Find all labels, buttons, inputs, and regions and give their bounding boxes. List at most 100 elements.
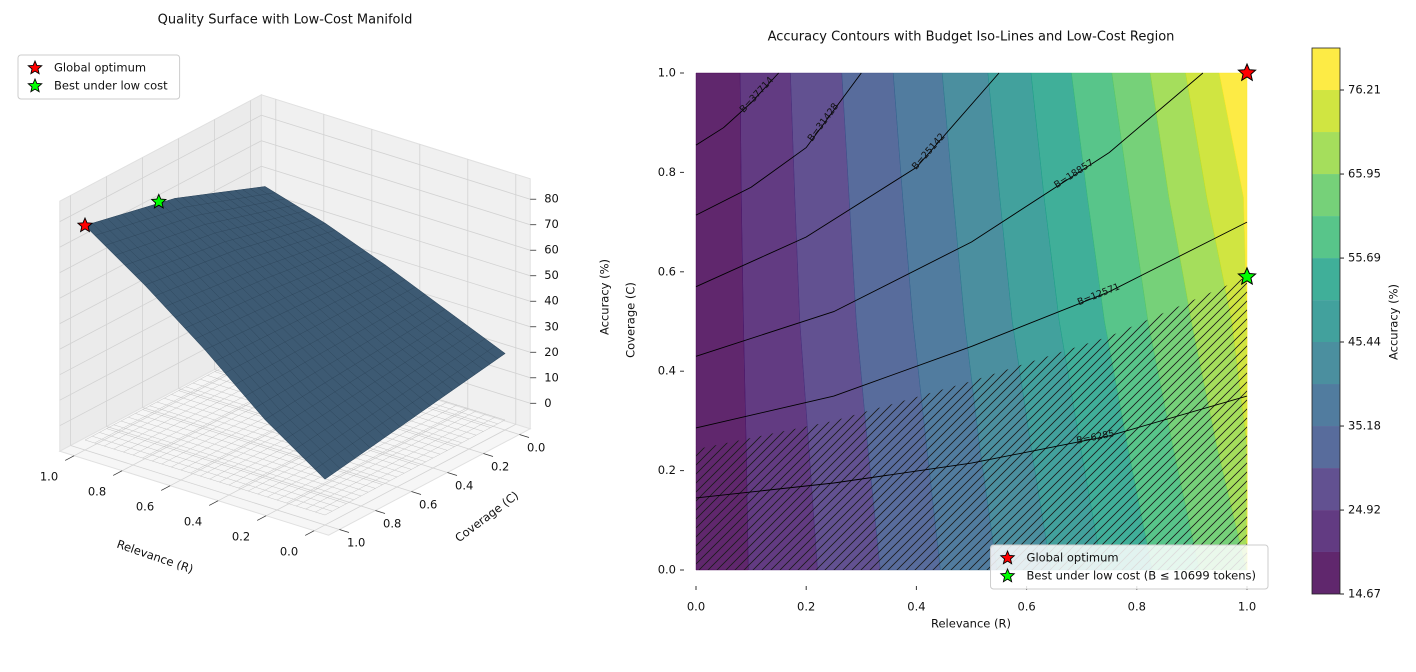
y-tick-label: 1.0 bbox=[347, 535, 365, 549]
z-tick-label: 10 bbox=[544, 370, 559, 384]
y-tick bbox=[447, 472, 458, 476]
colorbar-band bbox=[1312, 300, 1340, 343]
colorbar-tick-label: 24.92 bbox=[1348, 503, 1381, 517]
legend-label: Global optimum bbox=[1027, 551, 1119, 565]
chart-title: Quality Surface with Low-Cost Manifold bbox=[158, 13, 413, 28]
x-tick bbox=[65, 455, 75, 461]
y-tick bbox=[411, 491, 422, 495]
colorbar-band bbox=[1312, 551, 1340, 594]
y-tick-label: 0.4 bbox=[455, 478, 473, 492]
y-tick bbox=[483, 453, 494, 457]
optimum-marker bbox=[76, 216, 94, 233]
x-tick-label: 0.8 bbox=[1128, 600, 1146, 614]
z-tick-label: 20 bbox=[544, 345, 559, 359]
optimum-marker bbox=[150, 193, 168, 209]
surface-mesh bbox=[129, 198, 236, 268]
surface-mesh bbox=[174, 192, 281, 251]
y-tick-label: 0.0 bbox=[658, 563, 676, 577]
x-tick-label: 0.0 bbox=[687, 600, 705, 614]
x-tick-label: 0.6 bbox=[136, 500, 154, 514]
y-axis-label: Coverage (C) bbox=[624, 282, 638, 358]
budget-iso-line bbox=[695, 395, 1248, 499]
x-axis-label: Relevance (R) bbox=[115, 537, 195, 576]
colorbar-tick-label: 14.67 bbox=[1348, 587, 1381, 601]
y-tick-label: 0.8 bbox=[658, 165, 676, 179]
colorbar-tick-label: 76.21 bbox=[1348, 83, 1381, 97]
y-tick-label: 0.2 bbox=[491, 459, 509, 473]
legend: Global optimum Best under low cost (B ≤ 1… bbox=[990, 544, 1269, 590]
colorbar-frame bbox=[1311, 47, 1341, 595]
z-tick-label: 30 bbox=[544, 319, 559, 333]
legend-marker bbox=[27, 59, 43, 75]
y-tick-label: 0.6 bbox=[419, 497, 437, 511]
legend-label: Best under low cost (B ≤ 10699 tokens) bbox=[1027, 569, 1256, 583]
y-axis-label-secondary: Accuracy (%) bbox=[598, 259, 612, 335]
z-tick-label: 80 bbox=[544, 192, 559, 206]
x-tick bbox=[113, 470, 123, 476]
legend-marker bbox=[999, 549, 1016, 565]
surface-mesh bbox=[84, 211, 191, 286]
y-tick-label: 0.2 bbox=[658, 463, 676, 477]
colorbar-band bbox=[1312, 90, 1340, 133]
colorbar-band bbox=[1312, 426, 1340, 469]
colorbar-band bbox=[1312, 174, 1340, 217]
x-tick-label: 0.4 bbox=[907, 600, 925, 614]
x-tick-label: 0.8 bbox=[88, 485, 106, 499]
legend-box bbox=[990, 544, 1269, 590]
y-tick-label: 0.4 bbox=[658, 364, 676, 378]
colorbar-band bbox=[1312, 48, 1340, 91]
colorbar-band bbox=[1312, 384, 1340, 427]
budget-iso-line bbox=[695, 72, 779, 146]
grid-line bbox=[266, 408, 468, 517]
optimum-marker bbox=[1237, 62, 1257, 82]
grid-line bbox=[59, 114, 262, 222]
y-axis-label: Coverage (C) bbox=[452, 488, 521, 545]
grid-line bbox=[261, 114, 531, 200]
grid-line bbox=[314, 423, 516, 532]
colorbar-tick-label: 45.44 bbox=[1348, 335, 1381, 349]
x-tick bbox=[257, 515, 267, 521]
budget-iso-line bbox=[695, 72, 1000, 288]
legend: Global optimum Best under low cost bbox=[17, 54, 181, 100]
y-tick-label: 0.0 bbox=[527, 440, 545, 454]
x-tick-label: 0.6 bbox=[1017, 600, 1035, 614]
z-tick-label: 0 bbox=[544, 396, 551, 410]
z-tick-label: 50 bbox=[544, 268, 559, 282]
chart-title: Accuracy Contours with Budget Iso-Lines … bbox=[768, 30, 1175, 45]
x-tick bbox=[305, 530, 315, 536]
colorbar-band bbox=[1312, 342, 1340, 385]
budget-iso-line bbox=[695, 72, 862, 216]
grid-line bbox=[261, 165, 531, 251]
colorbar-band bbox=[1312, 258, 1340, 301]
optimum-marker bbox=[1237, 266, 1257, 286]
x-tick bbox=[161, 485, 171, 491]
y-tick bbox=[519, 434, 530, 438]
grid-line bbox=[261, 191, 531, 277]
y-tick bbox=[375, 510, 386, 514]
colorbar-band bbox=[1312, 216, 1340, 259]
legend-label: Global optimum bbox=[54, 61, 146, 75]
y-tick-label: 1.0 bbox=[658, 66, 676, 80]
colorbar-band bbox=[1312, 132, 1340, 175]
low-cost-region bbox=[696, 276, 1247, 570]
legend-marker bbox=[27, 77, 43, 93]
budget-iso-line bbox=[695, 221, 1248, 429]
colorbar-tick-label: 35.18 bbox=[1348, 419, 1381, 433]
grid-line bbox=[261, 140, 531, 226]
x-tick bbox=[209, 500, 219, 506]
x-axis-label: Relevance (R) bbox=[931, 617, 1011, 631]
y-tick-label: 0.8 bbox=[383, 516, 401, 530]
x-tick-label: 0.2 bbox=[797, 600, 815, 614]
colorbar-label: Accuracy (%) bbox=[1387, 284, 1401, 360]
z-tick-label: 40 bbox=[544, 294, 559, 308]
x-tick-label: 0.4 bbox=[184, 515, 202, 529]
x-tick-label: 1.0 bbox=[1238, 600, 1256, 614]
x-tick-label: 0.0 bbox=[280, 545, 298, 559]
grid-line bbox=[106, 426, 376, 511]
grid-line bbox=[70, 445, 340, 530]
budget-iso-line bbox=[695, 72, 1204, 357]
legend-marker bbox=[999, 567, 1016, 583]
legend-label: Best under low cost bbox=[54, 79, 168, 93]
